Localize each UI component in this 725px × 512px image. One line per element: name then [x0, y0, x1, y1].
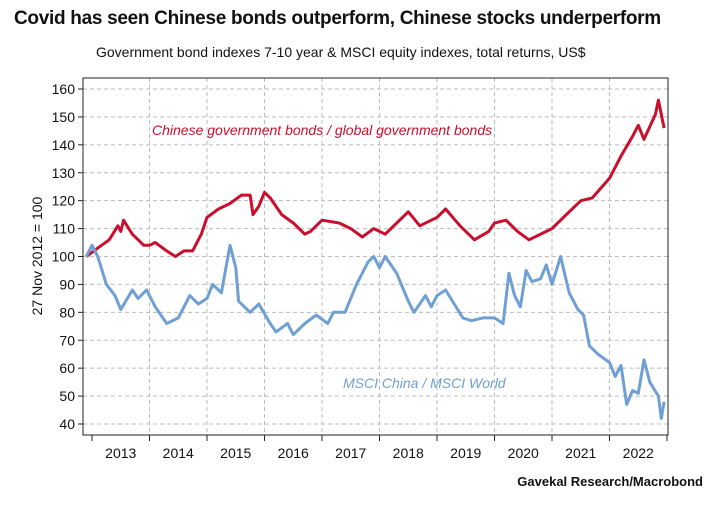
y-tick-label: 80	[59, 304, 75, 320]
y-axis-label: 27 Nov 2012 = 100	[29, 196, 45, 315]
y-tick-label: 40	[59, 416, 75, 432]
y-tick-label: 160	[52, 81, 76, 97]
y-tick-label: 50	[59, 388, 75, 404]
axes: 40 50 60 70 80 90 100 110 120 130 140 150 160 2013 201…	[52, 81, 668, 461]
x-tick-label: 2013	[105, 445, 136, 461]
source-label: Gavekal Research/Macrobond	[517, 474, 703, 489]
x-tick-label: 2020	[508, 445, 539, 461]
x-tick-label: 2021	[565, 445, 596, 461]
chinese-bonds-line	[85, 98, 666, 258]
x-tick-label: 2017	[335, 445, 366, 461]
y-tick-label: 150	[52, 109, 76, 125]
grid	[83, 78, 668, 435]
y-tick-label: 140	[52, 137, 76, 153]
chart-subtitle: Government bond indexes 7-10 year & MSCI…	[96, 44, 586, 60]
x-tick-label: 2016	[278, 445, 309, 461]
x-tick-label: 2022	[623, 445, 654, 461]
series-lines	[84, 98, 666, 420]
chart-title: Covid has seen Chinese bonds outperform,…	[14, 8, 661, 29]
y-tick-label: 100	[52, 249, 76, 265]
x-tick-label: 2018	[393, 445, 424, 461]
legend-msci-china: MSCI China / MSCI World	[343, 375, 507, 391]
y-tick-label: 60	[59, 360, 75, 376]
y-tick-label: 70	[59, 332, 75, 348]
x-tick-label: 2015	[220, 445, 251, 461]
x-tick-label: 2019	[450, 445, 481, 461]
legend-chinese-bonds: Chinese government bonds / global govern…	[152, 122, 492, 138]
y-tick-label: 90	[59, 276, 75, 292]
x-tick-label: 2014	[163, 445, 194, 461]
y-tick-label: 130	[52, 165, 76, 181]
y-tick-label: 120	[52, 193, 76, 209]
msci-china-line	[84, 243, 666, 420]
y-tick-label: 110	[53, 221, 76, 237]
